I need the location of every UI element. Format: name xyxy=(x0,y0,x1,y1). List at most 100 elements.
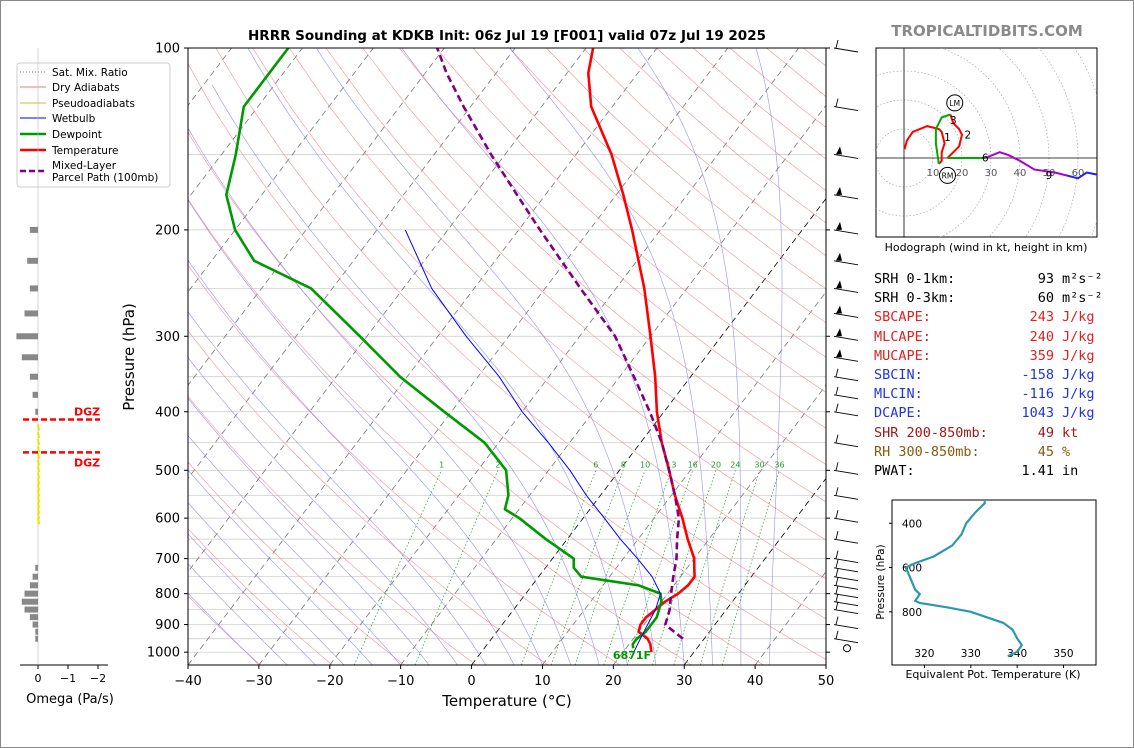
watermark: TROPICALTIDBITS.COM xyxy=(891,22,1083,40)
mixing-ratio-line xyxy=(699,470,760,665)
hodograph-height-label: 1 xyxy=(944,132,951,144)
omega-tick-label: −1 xyxy=(60,672,76,685)
isotherm-line xyxy=(188,48,303,200)
moist-adiabat-line xyxy=(509,48,713,665)
index-value: 243 xyxy=(1029,309,1054,326)
omega-bar xyxy=(24,606,38,613)
dgz-marker xyxy=(37,445,40,453)
index-unit: J/kg xyxy=(1062,328,1095,345)
index-row: SBCAPE: 243 J/kg xyxy=(874,308,1104,327)
wind-barb-shaft xyxy=(833,394,859,400)
x-tick-label: −40 xyxy=(174,674,201,689)
index-row: SRH 0-3km: 60 m²s⁻² xyxy=(874,289,1104,308)
wind-barb-shaft xyxy=(833,260,859,266)
omega-tick-label: 0 xyxy=(35,672,42,685)
y-tick-label: 900 xyxy=(155,618,180,633)
y-tick-label: 200 xyxy=(155,223,180,238)
index-value: 1.41 xyxy=(1021,463,1054,480)
index-row: MUCAPE: 359 J/kg xyxy=(874,347,1104,366)
wind-barb-shaft xyxy=(833,287,859,293)
wind-barb-flag xyxy=(836,221,842,230)
mixing-ratio-label: 30 xyxy=(754,460,764,469)
dgz-marker xyxy=(37,490,40,497)
wind-barb-feather xyxy=(835,577,839,586)
moist-adiabat-line xyxy=(188,592,260,665)
hodograph-trace xyxy=(984,151,1067,177)
mixing-ratio-label: 8 xyxy=(621,460,626,469)
moist-adiabat-line xyxy=(188,259,515,665)
dry-adiabat-line xyxy=(188,528,333,665)
mixing-ratio-line xyxy=(521,470,597,665)
mixing-ratio-line xyxy=(550,470,624,665)
wind-barb-shaft xyxy=(833,567,859,573)
mixing-ratio-label: 1 xyxy=(439,460,444,469)
wind-barb-shaft xyxy=(833,538,859,544)
moist-adiabat-line xyxy=(188,357,458,665)
hodograph-ring-label: 60 xyxy=(1072,168,1085,179)
index-unit: J/kg xyxy=(1062,347,1095,364)
dry-adiabat-line xyxy=(252,48,826,580)
mixing-ratio-label: 24 xyxy=(730,460,740,469)
y-tick-label: 700 xyxy=(155,552,180,567)
wind-barb-shaft xyxy=(833,558,859,564)
wind-barb-shaft xyxy=(833,624,859,629)
omega-bar xyxy=(24,310,38,317)
dgz-marker xyxy=(37,424,40,431)
isotherm-line xyxy=(188,48,374,293)
moist-adiabat-line xyxy=(188,435,401,665)
index-value: -116 xyxy=(1021,386,1054,403)
omega-bar xyxy=(35,635,38,642)
dry-adiabat-line xyxy=(509,48,826,324)
moist-adiabat-line xyxy=(637,48,742,665)
index-label: SBCAPE: xyxy=(874,309,931,326)
moist-adiabat-line xyxy=(247,48,628,665)
wind-barb-shaft xyxy=(833,411,859,417)
hodograph-ring-label: 30 xyxy=(985,168,998,179)
index-row: PWAT: 1.41 in xyxy=(874,462,1104,481)
dry-adiabat-line xyxy=(188,63,826,660)
wind-barb-feather xyxy=(835,462,839,471)
theta-e-xlabel: Equivalent Pot. Temperature (K) xyxy=(905,668,1080,681)
index-unit: m²s⁻² xyxy=(1062,271,1103,287)
index-value: 240 xyxy=(1029,328,1054,345)
mixing-ratio-line xyxy=(353,470,442,665)
omega-bar xyxy=(29,373,38,380)
x-tick-label: 0 xyxy=(467,674,475,689)
index-label: SBCIN: xyxy=(874,367,923,384)
wind-barb-shaft xyxy=(833,312,859,318)
hodograph-ring-label: 10 xyxy=(927,168,940,179)
wind-barb-shaft xyxy=(833,376,859,382)
wind-barbs xyxy=(833,39,859,653)
moist-adiabat-line xyxy=(188,533,316,665)
index-label: SRH 0-1km: xyxy=(874,271,956,287)
theta-e-x-tick-label: 320 xyxy=(914,648,934,660)
index-row: MLCAPE: 240 J/kg xyxy=(874,328,1104,347)
x-tick-label: −30 xyxy=(245,674,272,689)
wind-barb-flag xyxy=(836,349,842,358)
dry-adiabat-line xyxy=(289,48,826,541)
omega-bar xyxy=(16,333,38,340)
mixing-ratio-label: 20 xyxy=(711,460,721,469)
dgz-marker xyxy=(37,472,40,479)
wind-barb-shaft xyxy=(833,47,859,53)
wind-barb-flag xyxy=(836,280,842,289)
hodograph-trace xyxy=(903,125,946,165)
index-row: SRH 0-1km: 93 m²s⁻² xyxy=(874,270,1104,289)
index-label: DCAPE: xyxy=(874,405,923,422)
wind-barb-flag xyxy=(836,328,842,337)
wind-barb-feather xyxy=(835,510,839,519)
dry-adiabat-line xyxy=(188,198,692,665)
mixing-ratio-label: 36 xyxy=(774,460,784,469)
annotation-label: 6871F xyxy=(613,649,651,662)
wind-barb-feather xyxy=(835,386,839,395)
index-row: MLCIN: -116 J/kg xyxy=(874,385,1104,404)
isotherm-line xyxy=(329,48,800,665)
index-label: MUCAPE: xyxy=(874,347,931,364)
hodograph-storm-motion-circle xyxy=(939,166,956,184)
omega-bar xyxy=(21,598,38,605)
index-unit: in xyxy=(1062,463,1079,480)
index-label: SRH 0-3km: xyxy=(874,290,956,307)
theta-e-x-tick-label: 330 xyxy=(961,648,981,660)
